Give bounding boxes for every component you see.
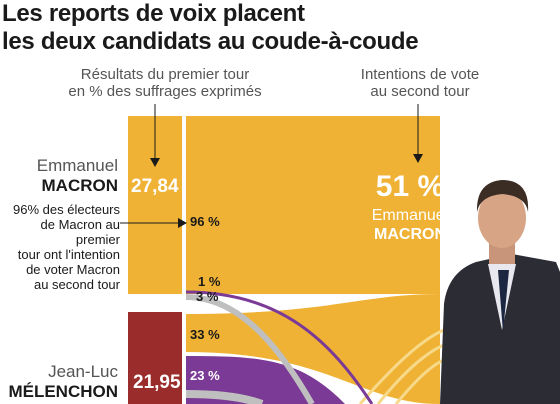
second-round-result: 51 % Emmanuel MACRON: [340, 170, 480, 244]
second-round-header-line-1: Intentions de vote: [360, 66, 480, 83]
first-round-header: Résultats du premier tour en % des suffr…: [40, 66, 290, 100]
melenchon-first-name: Jean-Luc: [48, 362, 118, 381]
macron-transfer-note: 96% des électeurs de Macron au premier t…: [0, 202, 120, 292]
second-round-first-name: Emmanuel: [371, 207, 449, 224]
portrait-body: [440, 254, 560, 404]
flow-label-melenchon-to-purple: 23 %: [190, 368, 220, 383]
flow-label-melenchon-to-macron: 33 %: [190, 327, 220, 342]
flow-label-macron-to-purple: 1 %: [198, 274, 221, 289]
melenchon-last-name: MÉLENCHON: [8, 382, 118, 401]
portrait-tie: [498, 270, 509, 332]
macron-first-round-value: 27,84: [131, 176, 179, 197]
note-line-6: au second tour: [33, 277, 120, 292]
flow-streak-1: [358, 328, 445, 404]
macron-first-name: Emmanuel: [36, 156, 118, 175]
note-line-1: 96% des électeurs: [13, 202, 120, 217]
portrait-face: [478, 188, 526, 248]
flow-line-macron-to-purple: [185, 290, 374, 404]
flow-label-macron-to-macron: 96 %: [190, 214, 220, 229]
second-round-arrow-head: [413, 154, 423, 163]
flow-band-macron-to-macron: [186, 116, 440, 294]
macron-last-name: MACRON: [41, 176, 119, 195]
note-line-5: de voter Macron: [26, 262, 120, 277]
flows-layer: [185, 116, 449, 404]
flow-line-melenchon-to-grey: [185, 390, 264, 404]
portrait-hair: [476, 180, 529, 212]
flow-label-macron-to-grey: 3 %: [196, 289, 219, 304]
second-round-last-name: MACRON: [374, 226, 446, 243]
macron-portrait: [440, 180, 560, 404]
first-round-arrow-head: [150, 158, 160, 167]
second-round-value: 51 %: [375, 170, 445, 203]
note-line-2: de Macron au: [40, 217, 121, 232]
flow-line-macron-to-grey: [185, 294, 315, 404]
note-arrow-head: [178, 218, 187, 228]
second-round-header-line-2: au second tour: [370, 83, 470, 100]
first-round-header-line-2: en % des suffrages exprimés: [68, 83, 262, 100]
title-line-2: les deux candidats au coude-à-coude: [2, 28, 419, 55]
melenchon-first-round-value: 21,95: [133, 372, 181, 393]
note-line-4: tour ont l'intention: [17, 247, 120, 262]
note-line-3: premier: [75, 232, 120, 247]
node-melenchon-first-round: [128, 312, 182, 404]
title-line-1: Les reports de voix placent: [2, 0, 305, 27]
flow-streak-2: [376, 342, 447, 404]
header-arrows: [120, 104, 423, 228]
first-round-header-line-1: Résultats du premier tour: [80, 66, 250, 83]
chart-title: Les reports de voix placent les deux can…: [2, 0, 419, 56]
second-round-header: Intentions de vote au second tour: [330, 66, 510, 100]
